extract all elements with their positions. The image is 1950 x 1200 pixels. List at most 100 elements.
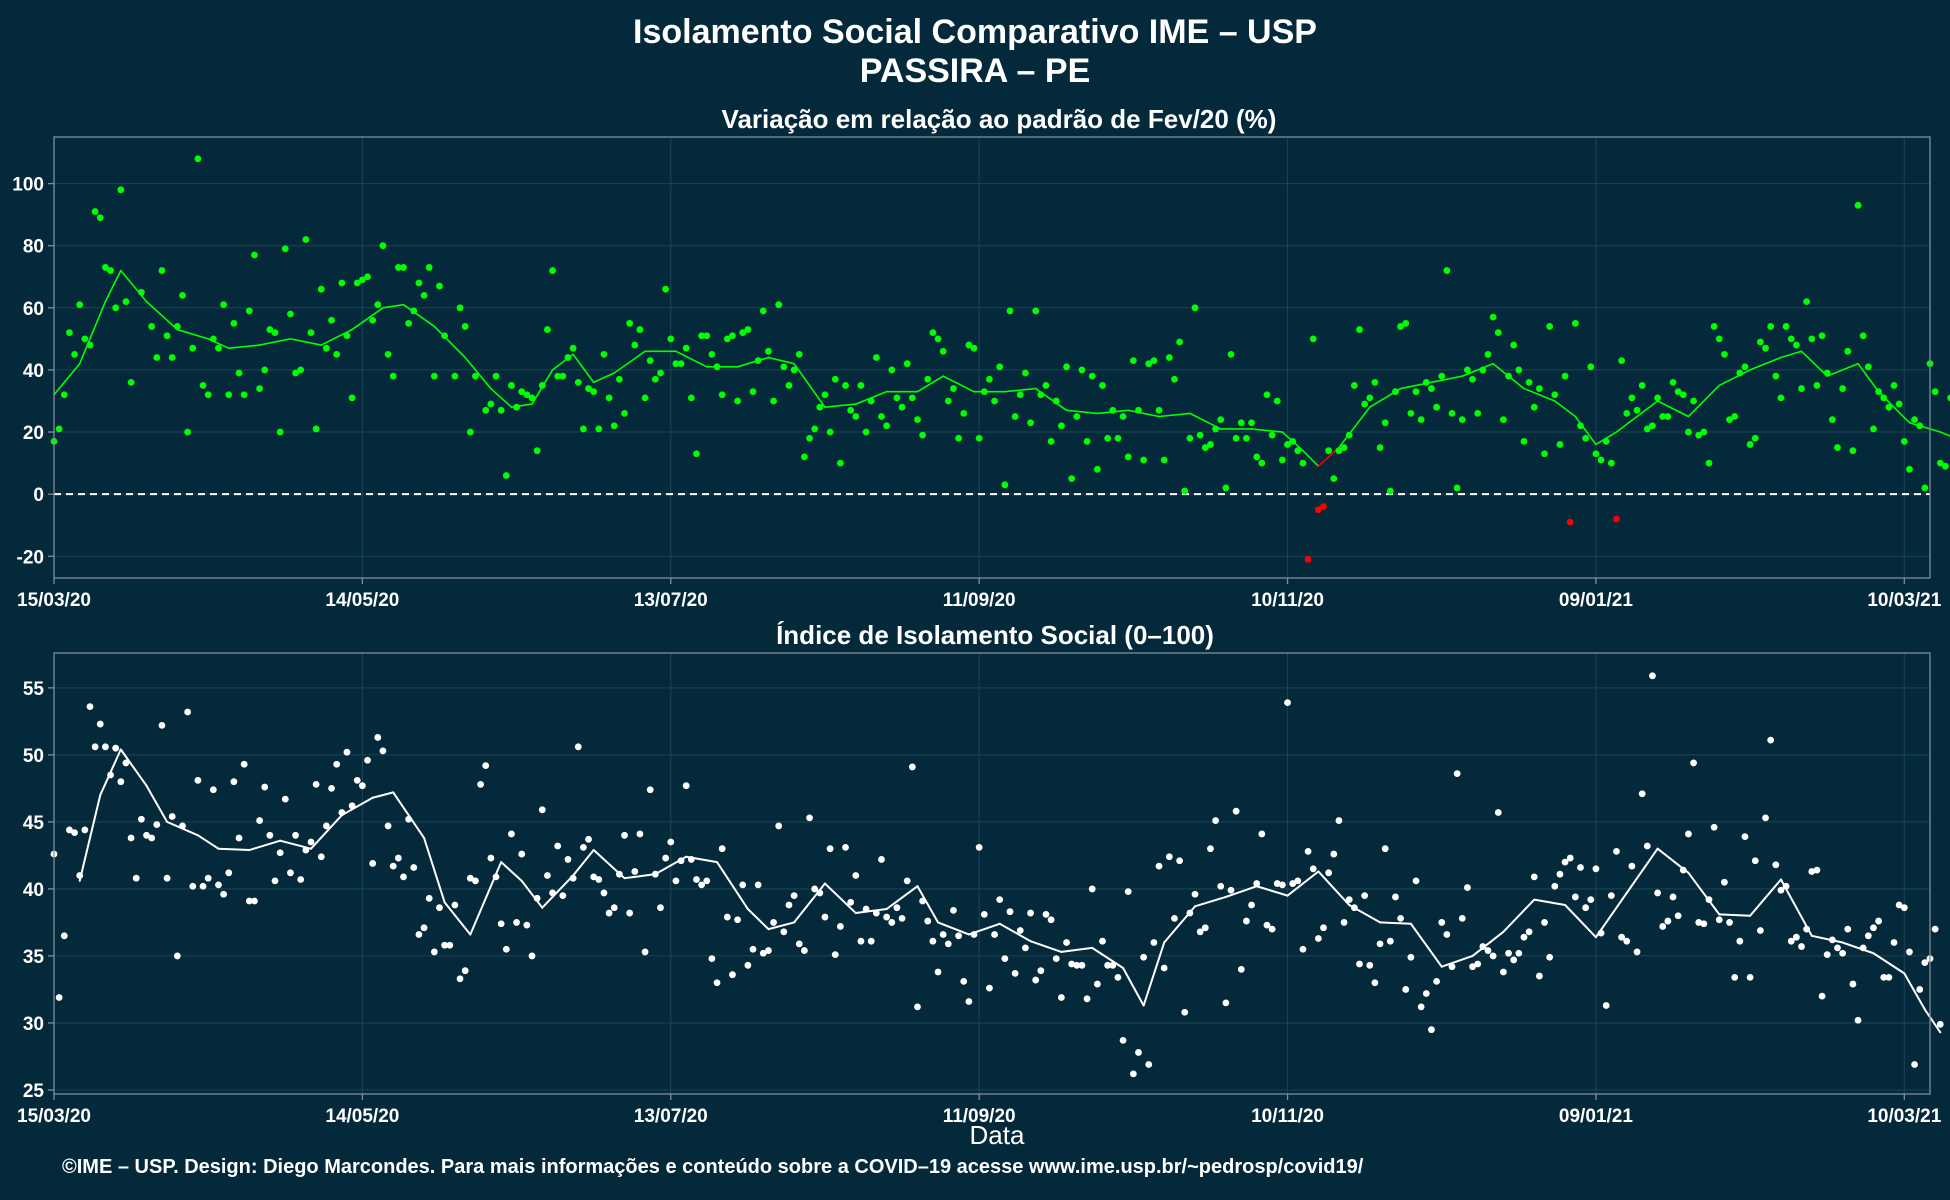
data-point xyxy=(209,786,217,794)
data-point xyxy=(358,276,366,284)
data-point xyxy=(1623,937,1631,945)
data-point xyxy=(1577,422,1584,430)
data-point xyxy=(682,782,690,790)
x-ticks-variacao: 15/03/20 14/05/20 13/07/20 11/09/20 10/11/20… xyxy=(17,578,1942,611)
data-point xyxy=(1633,406,1641,414)
data-point xyxy=(878,413,885,420)
data-point xyxy=(1587,896,1595,904)
x-tick-label: 11/09/20 xyxy=(943,590,1016,611)
data-point xyxy=(1253,880,1261,887)
data-point xyxy=(112,744,120,752)
data-point xyxy=(677,360,685,368)
data-point xyxy=(81,826,89,834)
data-point xyxy=(1659,923,1667,930)
data-point xyxy=(1911,1061,1918,1068)
data-point xyxy=(1386,487,1394,495)
data-point xyxy=(780,363,788,371)
data-point xyxy=(194,155,202,163)
data-point xyxy=(646,357,654,365)
data-point xyxy=(184,708,192,716)
data-point xyxy=(1695,919,1703,926)
data-point xyxy=(1505,372,1512,380)
data-point xyxy=(1931,925,1939,933)
data-point xyxy=(482,406,490,414)
data-point xyxy=(1700,428,1708,436)
moving-average-segment xyxy=(1903,972,1926,1011)
data-point xyxy=(1520,933,1528,941)
data-point xyxy=(1350,904,1358,912)
data-point xyxy=(1232,434,1240,442)
data-point xyxy=(1201,924,1209,932)
data-point xyxy=(1032,976,1040,984)
moving-average-segment xyxy=(309,814,343,850)
data-point xyxy=(292,831,299,839)
data-point xyxy=(523,921,531,929)
data-point xyxy=(1160,964,1168,972)
data-point xyxy=(1654,889,1661,897)
x-tick-label: 10/03/21 xyxy=(1867,1106,1941,1127)
data-point xyxy=(513,403,520,411)
data-point xyxy=(1057,422,1065,430)
data-point xyxy=(1690,759,1697,767)
data-point xyxy=(878,856,885,863)
data-point xyxy=(1140,456,1148,464)
data-point xyxy=(723,913,731,921)
data-point xyxy=(1422,990,1430,997)
data-point xyxy=(1186,434,1194,442)
data-point xyxy=(1422,378,1430,386)
data-point xyxy=(1870,425,1877,433)
x-tick-label: 14/05/20 xyxy=(325,1106,399,1127)
data-point xyxy=(1114,973,1122,981)
data-point xyxy=(672,360,680,368)
moving-average-segment xyxy=(382,303,405,309)
data-point xyxy=(1392,388,1399,396)
data-point xyxy=(1546,323,1554,330)
moving-average-segment xyxy=(1857,362,1880,393)
data-point xyxy=(1659,413,1667,420)
data-point xyxy=(430,372,438,380)
data-point xyxy=(1340,919,1348,926)
data-point xyxy=(1438,919,1446,926)
data-point xyxy=(1022,944,1029,952)
y-tick-label: -20 xyxy=(17,547,44,568)
data-point xyxy=(1458,915,1466,922)
data-point xyxy=(862,428,870,436)
data-point xyxy=(1032,307,1040,315)
data-point xyxy=(1705,459,1713,467)
data-point xyxy=(415,279,423,287)
moving-average-segment xyxy=(1004,387,1037,393)
moving-average-segment xyxy=(119,748,148,787)
moving-average-segment xyxy=(196,834,220,850)
moving-average-segment xyxy=(320,328,353,346)
data-point xyxy=(636,830,644,838)
data-point xyxy=(1042,910,1050,918)
x-tick-label: 15/03/20 xyxy=(17,590,91,611)
data-point xyxy=(950,906,957,914)
data-point xyxy=(163,332,171,340)
data-point xyxy=(667,335,675,343)
moving-average-segment xyxy=(592,372,616,384)
data-point xyxy=(189,882,197,890)
data-point xyxy=(518,850,526,858)
data-point xyxy=(615,375,623,383)
data-point xyxy=(1217,416,1225,424)
points-variacao xyxy=(50,155,1950,563)
data-point xyxy=(1628,862,1636,870)
data-point xyxy=(456,975,464,983)
data-point xyxy=(1731,413,1739,420)
moving-average-variacao xyxy=(53,269,1950,467)
data-point xyxy=(1109,406,1117,414)
data-point xyxy=(1782,882,1790,890)
data-point xyxy=(1181,487,1189,495)
data-point xyxy=(251,251,258,259)
data-point xyxy=(1607,892,1615,900)
y-ticks-indice: 25 30 35 40 45 50 55 xyxy=(23,679,54,1102)
x-tick-label: 10/11/20 xyxy=(1251,1106,1324,1127)
data-point xyxy=(734,397,741,405)
data-point xyxy=(1181,1008,1189,1016)
data-point xyxy=(297,876,305,883)
data-point xyxy=(1237,965,1245,973)
data-point xyxy=(1350,382,1358,389)
data-point xyxy=(1890,382,1898,389)
data-point xyxy=(1828,416,1836,424)
